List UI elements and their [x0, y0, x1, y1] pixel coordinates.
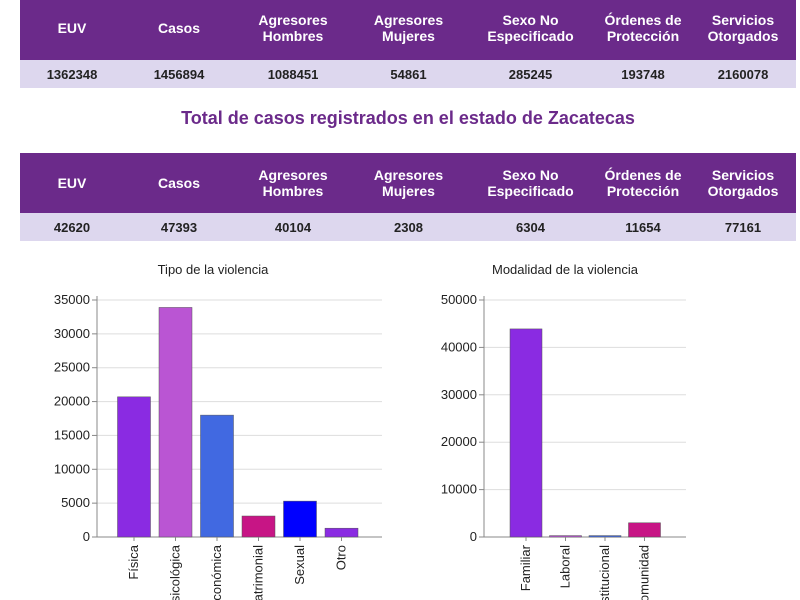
value-euv: 42620 [20, 213, 124, 241]
y-tick-label: 5000 [61, 495, 90, 510]
value-sexo-no-especificado: 285245 [465, 60, 596, 88]
value-casos: 1456894 [124, 60, 234, 88]
value-casos: 47393 [124, 213, 234, 241]
bar [241, 515, 276, 538]
value-sexo-no-especificado: 6304 [465, 213, 596, 241]
header-ordenes-proteccion: Órdenes de Protección [596, 0, 690, 60]
header-servicios-otorgados: Servicios Otorgados [690, 0, 796, 60]
bar [158, 307, 193, 538]
state-summary-table: EUV Casos Agresores Hombres Agresores Mu… [20, 153, 796, 241]
x-tick-label: Patrimonial [251, 545, 266, 600]
x-tick-label: Familiar [518, 544, 533, 591]
value-servicios-otorgados: 77161 [690, 213, 796, 241]
x-tick-label: Física [126, 544, 141, 579]
y-tick-label: 20000 [54, 394, 90, 409]
value-euv: 1362348 [20, 60, 124, 88]
value-agresores-mujeres: 54861 [352, 60, 465, 88]
modalidad-violencia-chart: Modalidad de la violencia 0 10000 20000 300… [441, 262, 686, 600]
x-tick-label: Psicológica [168, 544, 183, 600]
header-casos: Casos [124, 153, 234, 213]
table-row: 1362348 1456894 1088451 54861 285245 193… [20, 60, 796, 88]
table-header-row: EUV Casos Agresores Hombres Agresores Mu… [20, 0, 796, 60]
y-tick-label: 25000 [54, 360, 90, 375]
header-euv: EUV [20, 0, 124, 60]
header-agresores-mujeres: Agresores Mujeres [352, 153, 465, 213]
x-tick-label: Comunidad [637, 545, 652, 600]
national-summary-table: EUV Casos Agresores Hombres Agresores Mu… [20, 0, 796, 88]
y-tick-label: 30000 [54, 326, 90, 341]
bar [509, 328, 543, 538]
bar [324, 527, 359, 538]
value-ordenes-proteccion: 193748 [596, 60, 690, 88]
chart-title: Tipo de la violencia [158, 262, 270, 277]
header-agresores-mujeres: Agresores Mujeres [352, 0, 465, 60]
bar [117, 396, 151, 538]
chart-title: Modalidad de la violencia [492, 262, 639, 277]
x-tick-label: Sexual [292, 545, 307, 585]
x-tick-label: Económica [209, 544, 224, 600]
y-tick-label: 35000 [54, 292, 90, 307]
y-tick-label: 10000 [441, 482, 477, 497]
bar [283, 500, 317, 538]
table-header-row: EUV Casos Agresores Hombres Agresores Mu… [20, 153, 796, 213]
y-tick-label: 30000 [441, 387, 477, 402]
value-ordenes-proteccion: 11654 [596, 213, 690, 241]
x-tick-label: Laboral [558, 545, 573, 588]
header-ordenes-proteccion: Órdenes de Protección [596, 153, 690, 213]
y-tick-label: 40000 [441, 339, 477, 354]
y-tick-label: 0 [83, 529, 90, 544]
header-agresores-hombres: Agresores Hombres [234, 153, 352, 213]
x-tick-label: Institucional [597, 545, 612, 600]
bar [628, 522, 661, 538]
header-agresores-hombres: Agresores Hombres [234, 0, 352, 60]
value-agresores-hombres: 1088451 [234, 60, 352, 88]
header-sexo-no-especificado: Sexo No Especificado [465, 153, 596, 213]
x-tick-label: Otro [334, 545, 349, 570]
header-sexo-no-especificado: Sexo No Especificado [465, 0, 596, 60]
value-servicios-otorgados: 2160078 [690, 60, 796, 88]
bar [549, 535, 582, 538]
state-section-title: Total de casos registrados en el estado … [181, 108, 635, 128]
header-casos: Casos [124, 0, 234, 60]
value-agresores-hombres: 40104 [234, 213, 352, 241]
tipo-violencia-chart: Tipo de la violencia 0 5000 10000 15000 2000… [54, 262, 382, 600]
value-agresores-mujeres: 2308 [352, 213, 465, 241]
y-tick-label: 20000 [441, 434, 477, 449]
y-tick-label: 0 [470, 529, 477, 544]
y-tick-label: 10000 [54, 461, 90, 476]
header-euv: EUV [20, 153, 124, 213]
table-row: 42620 47393 40104 2308 6304 11654 77161 [20, 213, 796, 241]
bar [200, 414, 234, 538]
header-servicios-otorgados: Servicios Otorgados [690, 153, 796, 213]
y-tick-label: 15000 [54, 427, 90, 442]
y-tick-label: 50000 [441, 292, 477, 307]
bar [588, 535, 622, 538]
